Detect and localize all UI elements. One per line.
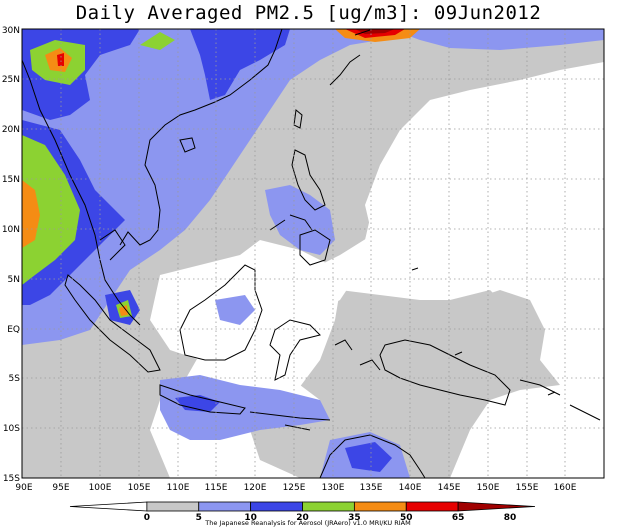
coastline-newguinea xyxy=(379,339,511,406)
coastline-australia xyxy=(319,434,426,478)
colorbar-tick-label: 50 xyxy=(400,513,413,523)
pm25-contour-35-50 xyxy=(22,135,80,285)
lat-label: 15S xyxy=(3,474,20,484)
lat-axis: 30N 25N 20N 15N 10N 5N EQ 5S 10S 15S xyxy=(2,26,20,484)
coastline-moluccas xyxy=(334,339,381,371)
colorbar-swatch xyxy=(198,501,252,512)
coastlines xyxy=(22,29,601,478)
colorbar-tick-label: 0 xyxy=(144,513,150,523)
colorbar-tick-label: 65 xyxy=(452,513,465,523)
pm25-contour-80plus xyxy=(355,29,395,34)
coastline-luzon xyxy=(291,149,326,211)
lat-label: 5S xyxy=(9,374,21,384)
colorbar-swatch xyxy=(146,501,200,512)
colorbar-swatch xyxy=(69,501,148,512)
lon-label: 90E xyxy=(15,483,32,493)
pm25-contour-50-65 xyxy=(22,180,40,248)
pm25-contour-10-20-phil xyxy=(265,185,335,255)
pm25-contour-50-65-sumatra xyxy=(119,305,128,316)
pm25-contour-0-5-b xyxy=(365,165,604,300)
coastline-ryukyu xyxy=(329,29,371,86)
pm25-contour-10-20-ne xyxy=(390,29,604,50)
lon-label: 110E xyxy=(167,483,190,493)
colorbar xyxy=(69,501,536,512)
coastline-gulf xyxy=(99,229,126,261)
lat-label: 25N xyxy=(2,75,20,85)
lon-label: 145E xyxy=(438,483,461,493)
map-frame xyxy=(21,28,605,479)
coastline-hainan xyxy=(179,137,196,153)
coastline-china xyxy=(119,29,283,246)
coastline-islands xyxy=(411,267,556,396)
pm25-contour-10-20 xyxy=(22,29,390,345)
lon-label: 115E xyxy=(205,483,228,493)
pm25-contour-5-10-se xyxy=(450,290,505,350)
colorbar-tick-label: 10 xyxy=(244,513,257,523)
pm25-field xyxy=(22,29,604,478)
lon-label: 160E xyxy=(554,483,577,493)
colorbar-tick-label: 20 xyxy=(296,513,309,523)
lat-label: 5N xyxy=(8,275,20,285)
colorbar-swatch xyxy=(457,501,536,512)
lon-label: 100E xyxy=(89,483,112,493)
pm25-contour-35-50-sc xyxy=(140,32,175,50)
lat-label: EQ xyxy=(7,325,20,335)
lon-label: 105E xyxy=(128,483,151,493)
map-title: Daily Averaged PM2.5 [ug/m3]: 09Jun2012 xyxy=(75,2,542,24)
coastline-bismarck xyxy=(519,379,601,421)
coastline-indochina xyxy=(22,59,141,326)
lon-label: 95E xyxy=(52,483,69,493)
coastline-mindanao xyxy=(299,229,331,266)
pm25-contour-10-20-borneo xyxy=(215,295,255,325)
colorbar-tick-label: 80 xyxy=(504,513,517,523)
lat-label: 10N xyxy=(2,225,20,235)
colorbar-swatch xyxy=(250,501,303,512)
lat-label: 30N xyxy=(2,26,20,36)
colorbar-labels: 0 5 10 20 35 50 65 80 xyxy=(144,513,517,523)
pm25-contour-65-80 xyxy=(57,53,64,66)
credit-text: The Japanese Reanalysis for Aerosol (JRA… xyxy=(204,519,410,527)
colorbar-swatch xyxy=(405,501,459,512)
lon-label: 120E xyxy=(244,483,267,493)
coastline-sumatra xyxy=(64,274,161,373)
lon-label: 150E xyxy=(477,483,500,493)
coastline-sunda xyxy=(249,411,331,431)
pm25-contour-20-35-aus xyxy=(345,442,392,472)
coastline-borneo xyxy=(179,264,263,361)
lat-label: 15N xyxy=(2,175,20,185)
coastline-java xyxy=(159,384,246,415)
colorbar-tick-label: 5 xyxy=(196,513,202,523)
lon-label: 135E xyxy=(360,483,383,493)
lon-label: 130E xyxy=(322,483,345,493)
colorbar-tick-label: 35 xyxy=(348,513,361,523)
lon-label: 140E xyxy=(399,483,422,493)
coastline-taiwan xyxy=(293,109,303,129)
gridlines xyxy=(22,29,604,478)
lon-axis: 90E 95E 100E 105E 110E 115E 120E 125E 13… xyxy=(15,483,576,493)
colorbar-swatch xyxy=(353,501,407,512)
coastline-visayas xyxy=(269,214,313,231)
colorbar-swatch xyxy=(302,501,355,512)
lat-label: 20N xyxy=(2,125,20,135)
lat-label: 10S xyxy=(3,424,20,434)
coastline-sulawesi xyxy=(269,319,321,381)
lon-label: 155E xyxy=(516,483,539,493)
pm25-contour-20-35-north xyxy=(190,29,290,100)
lon-label: 125E xyxy=(283,483,306,493)
